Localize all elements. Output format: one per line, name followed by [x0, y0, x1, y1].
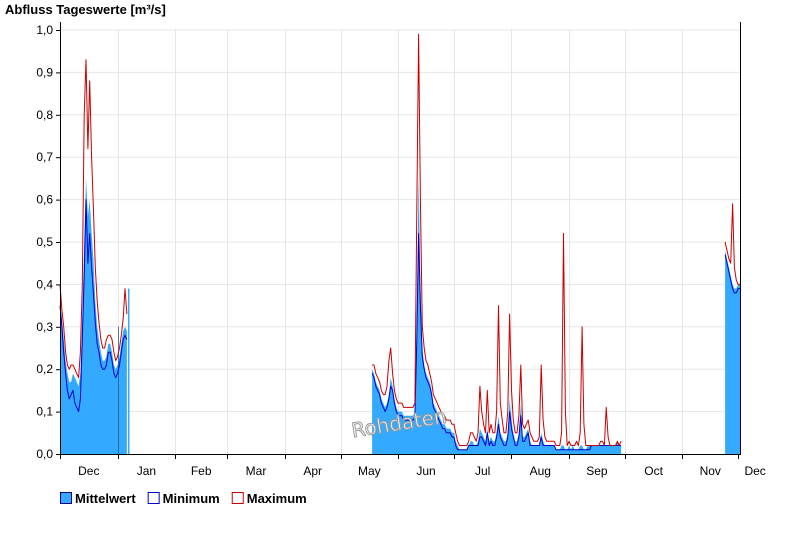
y-tick-label: 0,8	[36, 108, 53, 122]
series-minimum-line	[371, 233, 622, 451]
series-mittelwert-area	[725, 250, 740, 454]
y-tick-label: 0,1	[36, 405, 53, 419]
y-tick-label: 0,6	[36, 193, 53, 207]
y-tick-label: 0,9	[36, 65, 53, 79]
series-maximum-line	[724, 203, 740, 285]
x-tick-label: Nov	[700, 464, 721, 478]
x-tick-label: Mar	[246, 464, 267, 478]
series-area-group	[60, 174, 740, 454]
x-tick-label: Oct	[644, 464, 663, 478]
x-tick-label: Apr	[303, 464, 322, 478]
y-tick-label: 0,7	[36, 150, 53, 164]
chart-title: Abfluss Tageswerte [m³/s]	[5, 2, 166, 17]
x-tick-label: Sep	[586, 464, 608, 478]
grid-lines	[60, 29, 740, 454]
y-tick-label: 0,5	[36, 235, 53, 249]
legend-label: Maximum	[247, 491, 307, 506]
x-tick-label: Jan	[137, 464, 156, 478]
legend-label: Minimum	[163, 491, 220, 506]
legend-label: Mittelwert	[75, 491, 136, 506]
x-axis-ticks: Dec Jan Feb Mar Apr May Jun Jul Aug Sep Oct Nov Dec	[60, 454, 766, 478]
x-tick-label: Jun	[416, 464, 435, 478]
series-mittelwert-area	[60, 178, 127, 454]
axes	[60, 22, 741, 455]
series-line-group	[59, 33, 740, 451]
y-axis-ticks: 0,0 0,1 0,2 0,3 0,4 0,5 0,6 0,7 0,8 0,9 1,0	[36, 23, 60, 461]
series-maximum-line	[372, 33, 622, 446]
legend: Mittelwert Minimum Maximum	[60, 491, 307, 506]
x-tick-label: Aug	[530, 464, 551, 478]
x-tick-label: Feb	[191, 464, 212, 478]
x-tick-label: Dec	[78, 464, 99, 478]
x-tick-label: Jul	[475, 464, 490, 478]
series-maximum-line	[59, 59, 128, 379]
x-tick-label: May	[358, 464, 381, 478]
y-tick-label: 0,2	[36, 362, 53, 376]
y-tick-label: 0,3	[36, 320, 53, 334]
series-minimum-line	[59, 199, 128, 413]
series-mittelwert-area	[372, 174, 622, 454]
legend-swatch	[60, 492, 72, 504]
series-minimum-line	[724, 254, 740, 294]
y-tick-label: 0,4	[36, 277, 53, 291]
legend-swatch	[231, 492, 244, 504]
x-tick-label: Dec	[744, 464, 765, 478]
y-tick-label: 1,0	[36, 23, 53, 37]
y-tick-label: 0,0	[36, 447, 53, 461]
legend-swatch	[147, 492, 160, 504]
